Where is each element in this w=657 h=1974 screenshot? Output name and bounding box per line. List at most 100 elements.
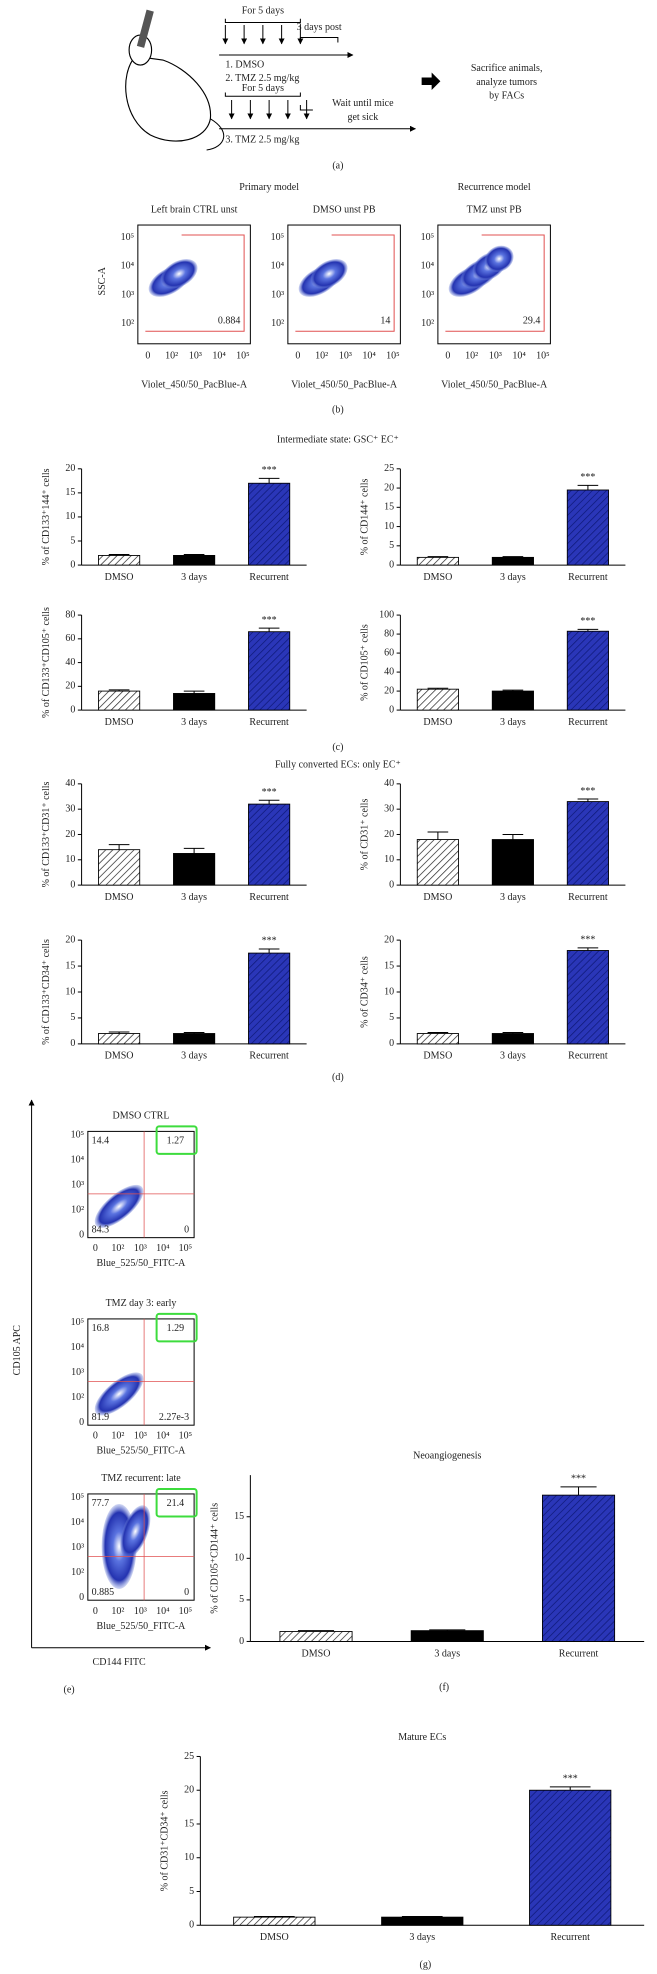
bar bbox=[410, 1630, 484, 1642]
error-bar bbox=[108, 1031, 130, 1034]
bar bbox=[248, 952, 291, 1045]
x-tick-label: 10⁵ bbox=[386, 351, 400, 362]
y-tick-label: 40 bbox=[65, 657, 75, 668]
bar bbox=[416, 1033, 459, 1045]
y-axis-label: % of CD133⁺CD105⁺ cells bbox=[41, 607, 52, 718]
y-tick-label: 10³ bbox=[71, 1542, 84, 1553]
y-tick-label: 10⁴ bbox=[71, 1342, 85, 1353]
quadrant-value: 1.27 bbox=[167, 1136, 185, 1147]
y-tick-label: 15 bbox=[65, 487, 75, 498]
y-tick-label: 10² bbox=[71, 1204, 84, 1215]
x-tick-label: Recurrent bbox=[568, 717, 608, 728]
y-tick-label: 0 bbox=[239, 1636, 244, 1647]
y-tick-label: 40 bbox=[384, 666, 394, 677]
x-tick-label: Recurrent bbox=[568, 1051, 608, 1062]
error-bar bbox=[108, 689, 130, 692]
x-tick-label: 10⁵ bbox=[536, 351, 550, 362]
x-tick-label: DMSO bbox=[423, 572, 452, 583]
y-tick-label: 20 bbox=[65, 934, 75, 945]
mouse-tail bbox=[206, 118, 224, 151]
x-tick-label: 10⁴ bbox=[512, 351, 526, 362]
x-tick-label: 3 days bbox=[434, 1648, 460, 1659]
x-tick-label: 10³ bbox=[339, 351, 352, 362]
gate-value: 29.4 bbox=[523, 316, 541, 327]
y-tick-label: 0 bbox=[79, 1229, 84, 1240]
error-bar bbox=[258, 948, 280, 954]
bar bbox=[566, 630, 609, 711]
y-tick-label: 10 bbox=[384, 986, 394, 997]
y-tick-label: 10⁵ bbox=[71, 1129, 85, 1140]
significance: *** bbox=[580, 472, 595, 483]
panel-label: (g) bbox=[420, 1960, 432, 1971]
error-bar bbox=[577, 628, 599, 632]
error-bar bbox=[549, 1786, 591, 1791]
y-tick-label: 60 bbox=[65, 633, 75, 644]
plot-title: DMSO CTRL bbox=[112, 1111, 169, 1122]
y-tick-label: 80 bbox=[384, 628, 394, 639]
y-axis-label: % of CD133⁺144⁺ cells bbox=[41, 468, 52, 565]
density-blob bbox=[94, 1184, 144, 1228]
y-tick-label: 40 bbox=[65, 778, 75, 789]
bracket bbox=[224, 92, 301, 97]
y-axis-label: % of CD34⁺ cells bbox=[360, 956, 371, 1028]
y-tick-label: 10 bbox=[65, 511, 75, 522]
x-tick-label: 3 days bbox=[500, 892, 526, 903]
y-tick-label: 0 bbox=[79, 1592, 84, 1603]
y-axis-label: % of CD133⁺CD31⁺ cells bbox=[41, 781, 52, 887]
outcome: by FACs bbox=[489, 91, 524, 102]
bracket bbox=[299, 105, 313, 111]
x-tick-label: 10³ bbox=[134, 1243, 147, 1254]
plot-title: TMZ day 3: early bbox=[106, 1298, 177, 1309]
quadrant-value: 2.27e-3 bbox=[159, 1412, 189, 1423]
x-tick-label: Recurrent bbox=[550, 1932, 590, 1943]
quadrant-value: 77.7 bbox=[92, 1498, 110, 1509]
group-label: 2. TMZ 2.5 mg/kg bbox=[225, 73, 299, 84]
error-bar bbox=[427, 831, 449, 840]
panel-label: (c) bbox=[332, 742, 343, 753]
y-tick-label: 20 bbox=[384, 685, 394, 696]
y-tick-label: 25 bbox=[184, 1751, 194, 1762]
x-tick-label: Recurrent bbox=[249, 1051, 289, 1062]
x-tick-label: 3 days bbox=[181, 572, 207, 583]
y-tick-label: 0 bbox=[70, 1038, 75, 1049]
plot-frame bbox=[437, 224, 551, 345]
bar bbox=[491, 1033, 534, 1045]
error-bar bbox=[502, 833, 524, 840]
bar bbox=[491, 690, 534, 711]
chart-title: Neoangiogenesis bbox=[413, 1451, 481, 1462]
y-tick-label: 10² bbox=[121, 318, 134, 329]
y-tick-label: 10³ bbox=[121, 289, 134, 300]
x-tick-label: DMSO bbox=[423, 1051, 452, 1062]
y-tick-label: 0 bbox=[389, 879, 394, 890]
bar bbox=[491, 556, 534, 566]
x-tick-label: 10⁴ bbox=[156, 1606, 170, 1617]
bar bbox=[173, 555, 216, 566]
quadrant-value: 0 bbox=[184, 1587, 189, 1598]
dose-arrows bbox=[222, 25, 310, 120]
x-tick-label: 10³ bbox=[189, 351, 202, 362]
wait-label: Wait until mice bbox=[332, 98, 394, 109]
y-tick-label: 10 bbox=[65, 854, 75, 865]
syringe bbox=[136, 9, 154, 48]
x-tick-label: 10² bbox=[315, 351, 328, 362]
x-tick-label: 0 bbox=[93, 1606, 98, 1617]
x-tick-label: DMSO bbox=[105, 572, 134, 583]
error-bar bbox=[253, 1915, 295, 1918]
x-tick-label: 3 days bbox=[500, 1051, 526, 1062]
x-tick-label: 0 bbox=[93, 1431, 98, 1442]
bar bbox=[491, 839, 534, 886]
error-bar bbox=[427, 1031, 449, 1034]
x-tick-label: 10³ bbox=[134, 1606, 147, 1617]
plot-frame bbox=[87, 1493, 195, 1601]
y-tick-label: 0 bbox=[389, 1038, 394, 1049]
y-tick-label: 20 bbox=[65, 463, 75, 474]
bar bbox=[173, 693, 216, 711]
plot-title: TMZ recurrent: late bbox=[101, 1473, 181, 1484]
error-bar bbox=[297, 1630, 335, 1632]
y-tick-label: 0 bbox=[70, 704, 75, 715]
significance: *** bbox=[262, 615, 277, 626]
x-axis-label: Violet_450/50_PacBlue-A bbox=[141, 379, 248, 390]
x-tick-label: DMSO bbox=[105, 717, 134, 728]
quadrant-value: 16.8 bbox=[92, 1323, 110, 1334]
